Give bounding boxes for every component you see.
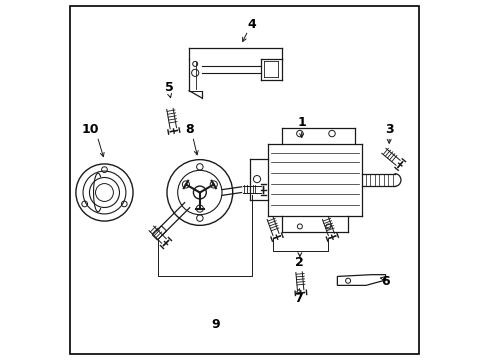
Text: 10: 10 <box>81 123 99 136</box>
Text: 9: 9 <box>211 318 220 331</box>
Text: 7: 7 <box>293 292 302 305</box>
Bar <box>152 226 166 240</box>
Text: 4: 4 <box>247 18 256 31</box>
Text: 1: 1 <box>297 116 305 129</box>
Text: 3: 3 <box>384 123 393 136</box>
Text: 6: 6 <box>381 275 389 288</box>
Text: 5: 5 <box>165 81 174 94</box>
Text: 2: 2 <box>295 256 304 269</box>
Text: 8: 8 <box>184 123 193 136</box>
